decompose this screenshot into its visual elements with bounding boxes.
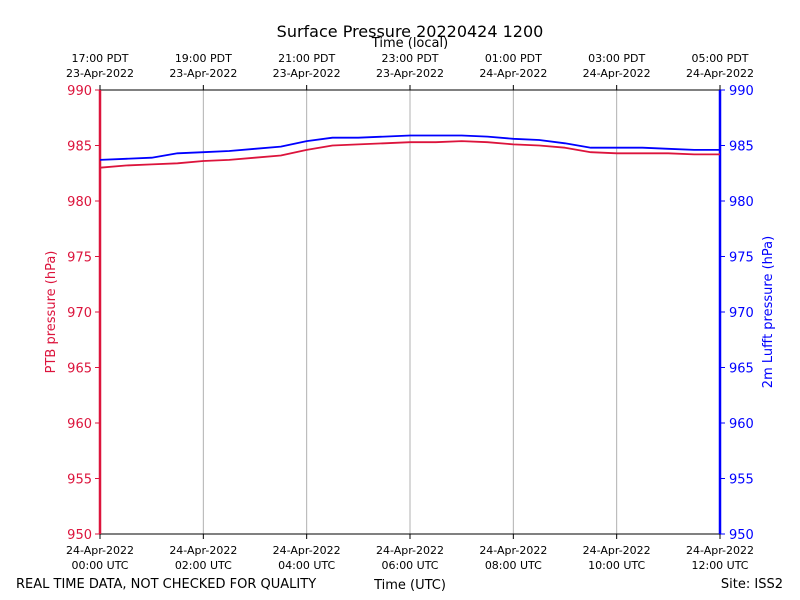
right-y-tick-label: 975 <box>729 251 754 266</box>
top-x-axis-label: Time (local) <box>371 36 448 51</box>
right-y-tick-label: 955 <box>729 473 754 488</box>
plot-area: 950 950 955 955 960 960 965 965 970 970 975 975 980 9… <box>66 52 754 572</box>
right-y-axis-label: 2m Lufft pressure (hPa) <box>761 236 776 388</box>
top-x-tick-label: 24-Apr-2022 <box>686 67 754 80</box>
right-y-tick-label: 965 <box>729 362 754 377</box>
right-y-tick-label: 950 <box>729 528 754 543</box>
bottom-x-tick-label: 08:00 UTC <box>485 559 542 572</box>
bottom-x-tick-label: 24-Apr-2022 <box>169 544 237 557</box>
bottom-x-tick-label: 04:00 UTC <box>278 559 335 572</box>
ptb-pressure-line <box>99 140 720 169</box>
bottom-x-tick-label: 06:00 UTC <box>381 559 438 572</box>
bottom-x-tick-label: 24-Apr-2022 <box>273 544 341 557</box>
left-y-tick-label: 970 <box>67 306 92 321</box>
top-x-tick-label: 23-Apr-2022 <box>66 67 134 80</box>
top-x-tick-label: 23:00 PDT <box>381 52 438 65</box>
top-x-tick-label: 24-Apr-2022 <box>479 67 547 80</box>
bottom-x-tick-label: 00:00 UTC <box>71 559 128 572</box>
top-x-tick-label: 23-Apr-2022 <box>273 67 341 80</box>
left-y-tick-label: 975 <box>67 251 92 266</box>
right-y-tick-label: 990 <box>729 84 754 99</box>
lufft-pressure-line <box>99 134 720 161</box>
quality-disclaimer: REAL TIME DATA, NOT CHECKED FOR QUALITY <box>16 577 316 592</box>
left-y-tick-label: 950 <box>67 528 92 543</box>
bottom-x-tick-label: 24-Apr-2022 <box>686 544 754 557</box>
top-x-tick-label: 23-Apr-2022 <box>169 67 237 80</box>
top-x-tick-label: 03:00 PDT <box>588 52 645 65</box>
top-x-tick-label: 01:00 PDT <box>485 52 542 65</box>
left-y-tick-label: 960 <box>67 417 92 432</box>
right-y-tick-label: 980 <box>729 195 754 210</box>
right-y-tick-label: 985 <box>729 140 754 155</box>
bottom-x-tick-label: 02:00 UTC <box>175 559 232 572</box>
left-y-tick-label: 990 <box>67 84 92 99</box>
bottom-x-tick-label: 24-Apr-2022 <box>583 544 651 557</box>
bottom-x-tick-label: 24-Apr-2022 <box>376 544 444 557</box>
bottom-x-axis-label: Time (UTC) <box>373 578 446 593</box>
left-y-tick-label: 980 <box>67 195 92 210</box>
top-x-tick-label: 19:00 PDT <box>175 52 232 65</box>
bottom-x-tick-label: 10:00 UTC <box>588 559 645 572</box>
bottom-x-tick-label: 24-Apr-2022 <box>479 544 547 557</box>
left-y-tick-label: 955 <box>67 473 92 488</box>
bottom-x-tick-label: 24-Apr-2022 <box>66 544 134 557</box>
left-y-axis-label: PTB pressure (hPa) <box>44 251 59 374</box>
top-x-tick-label: 17:00 PDT <box>71 52 128 65</box>
right-y-tick-label: 970 <box>729 306 754 321</box>
top-x-tick-label: 24-Apr-2022 <box>583 67 651 80</box>
left-y-tick-label: 965 <box>67 362 92 377</box>
chart-title: Surface Pressure 20220424 1200 <box>277 22 544 41</box>
top-x-tick-label: 05:00 PDT <box>691 52 748 65</box>
site-label: Site: ISS2 <box>721 577 783 592</box>
bottom-x-tick-label: 12:00 UTC <box>691 559 748 572</box>
top-x-tick-label: 21:00 PDT <box>278 52 335 65</box>
left-y-tick-label: 985 <box>67 140 92 155</box>
right-y-tick-label: 960 <box>729 417 754 432</box>
top-x-tick-label: 23-Apr-2022 <box>376 67 444 80</box>
